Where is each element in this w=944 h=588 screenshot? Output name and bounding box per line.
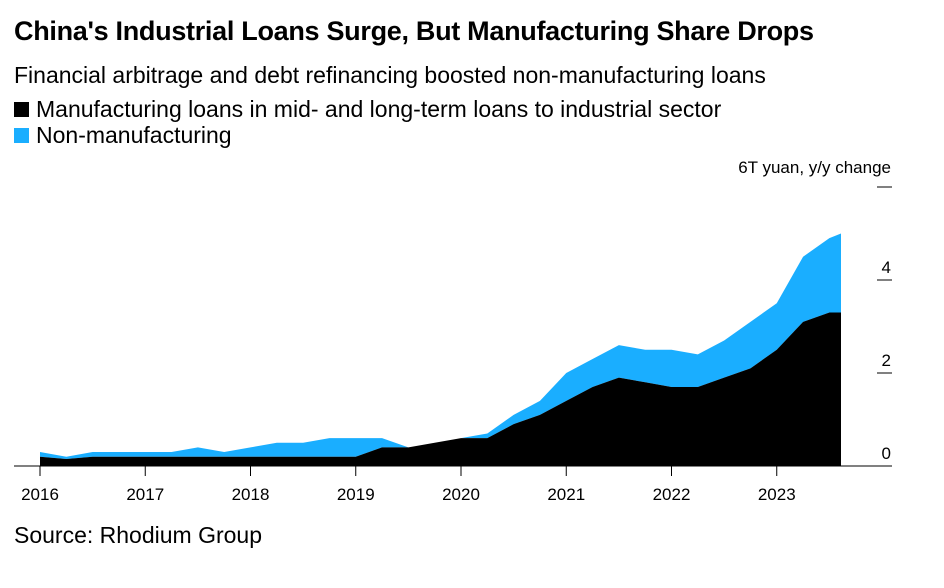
legend-swatch-non-manufacturing xyxy=(14,127,29,143)
legend-label-non-manufacturing: Non-manufacturing xyxy=(36,121,232,148)
chart-areas xyxy=(40,233,841,466)
legend-label-manufacturing: Manufacturing loans in mid- and long-ter… xyxy=(36,95,722,122)
y-axis-ticks: 0 2 4 xyxy=(877,186,892,463)
legend-item-non-manufacturing: Non-manufacturing xyxy=(14,122,721,148)
legend-item-manufacturing: Manufacturing loans in mid- and long-ter… xyxy=(14,96,721,122)
x-tick-label-2018: 2018 xyxy=(232,485,270,504)
chart-title: China's Industrial Loans Surge, But Manu… xyxy=(14,16,814,46)
y-tick-label-0: 0 xyxy=(882,444,891,463)
x-tick-label-2016: 2016 xyxy=(21,485,59,504)
area-manufacturing xyxy=(40,312,841,466)
x-tick-label-2017: 2017 xyxy=(126,485,164,504)
legend: Manufacturing loans in mid- and long-ter… xyxy=(14,96,721,148)
chart-subtitle: Financial arbitrage and debt refinancing… xyxy=(14,62,766,88)
x-tick-label-2019: 2019 xyxy=(337,485,375,504)
legend-swatch-manufacturing xyxy=(14,101,29,117)
x-tick-label-2021: 2021 xyxy=(547,485,585,504)
x-tick-label-2022: 2022 xyxy=(653,485,691,504)
x-tick-label-2023: 2023 xyxy=(758,485,796,504)
x-axis-ticks: 2016 2017 2018 2019 2020 2021 2022 2023 xyxy=(21,466,796,504)
x-tick-label-2020: 2020 xyxy=(442,485,480,504)
y-axis-label: 6T yuan, y/y change xyxy=(738,158,891,177)
source-note: Source: Rhodium Group xyxy=(14,522,263,548)
y-tick-label-2: 2 xyxy=(882,351,891,370)
y-tick-label-4: 4 xyxy=(882,258,891,277)
